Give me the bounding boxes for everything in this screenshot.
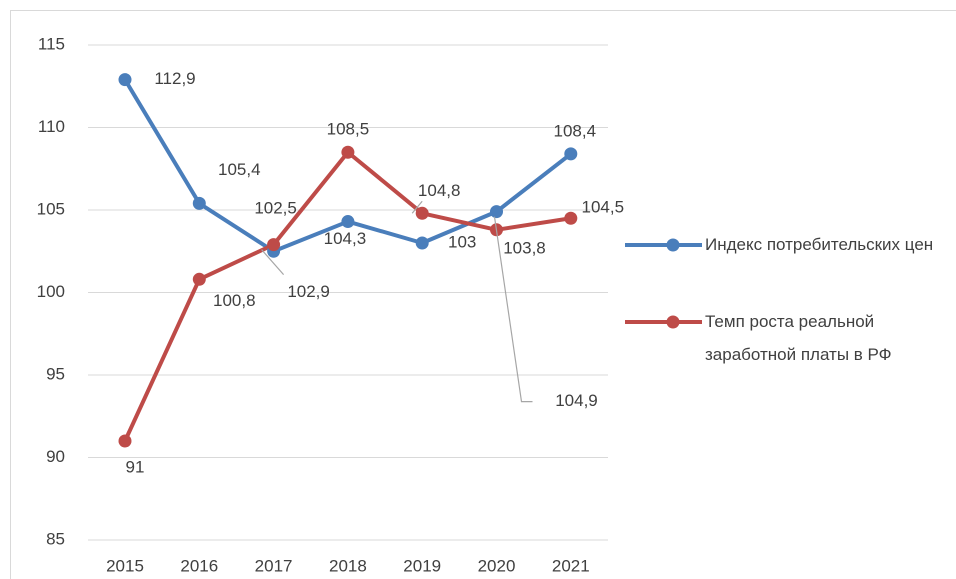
legend-marker	[666, 315, 680, 329]
legend-label: Индекс потребительских цен	[705, 235, 934, 254]
chart-border	[10, 10, 956, 579]
point	[415, 206, 429, 220]
point	[564, 211, 578, 225]
point	[564, 147, 578, 161]
y-tick-label: 100	[37, 282, 65, 301]
y-tick-label: 115	[38, 34, 65, 53]
y-tick-label: 85	[46, 529, 65, 548]
data-label: 103,8	[503, 238, 546, 257]
data-label: 102,5	[254, 199, 297, 218]
x-tick-label: 2020	[478, 556, 516, 575]
point	[192, 196, 206, 210]
data-label: 108,4	[554, 121, 597, 140]
data-label: 100,8	[213, 291, 256, 310]
series-line	[123, 150, 572, 442]
y-tick-label: 95	[46, 364, 65, 383]
point	[118, 434, 132, 448]
data-label: 104,5	[582, 198, 625, 217]
point	[490, 205, 503, 219]
point	[415, 236, 429, 250]
data-label: 104,8	[418, 181, 461, 200]
x-tick-label: 2015	[106, 556, 144, 575]
data-label: 103	[448, 232, 476, 251]
data-label: 108,5	[327, 120, 370, 139]
y-tick-label: 90	[46, 447, 65, 466]
point	[267, 238, 281, 252]
leader-line	[261, 249, 285, 276]
data-label: 112,9	[154, 69, 195, 88]
x-tick-label: 2017	[255, 556, 293, 575]
data-label: 91	[126, 457, 145, 476]
point	[341, 215, 355, 229]
leader-line	[411, 200, 423, 214]
data-label: 104,9	[555, 391, 598, 410]
leader-line	[493, 216, 533, 403]
y-tick-label: 110	[38, 117, 65, 136]
data-label: 104,3	[324, 229, 367, 248]
point	[192, 272, 206, 286]
legend-marker	[666, 238, 680, 252]
data-label: 102,9	[287, 282, 330, 301]
legend-label: Темп роста реальной заработной платы в Р…	[705, 312, 892, 364]
x-tick-label: 2016	[180, 556, 218, 575]
y-tick-label: 105	[37, 199, 65, 218]
point	[341, 145, 355, 159]
data-label: 105,4	[218, 160, 261, 179]
x-tick-label: 2018	[329, 556, 367, 575]
x-tick-label: 2021	[552, 556, 590, 575]
x-tick-label: 2019	[403, 556, 441, 575]
point	[118, 73, 132, 87]
